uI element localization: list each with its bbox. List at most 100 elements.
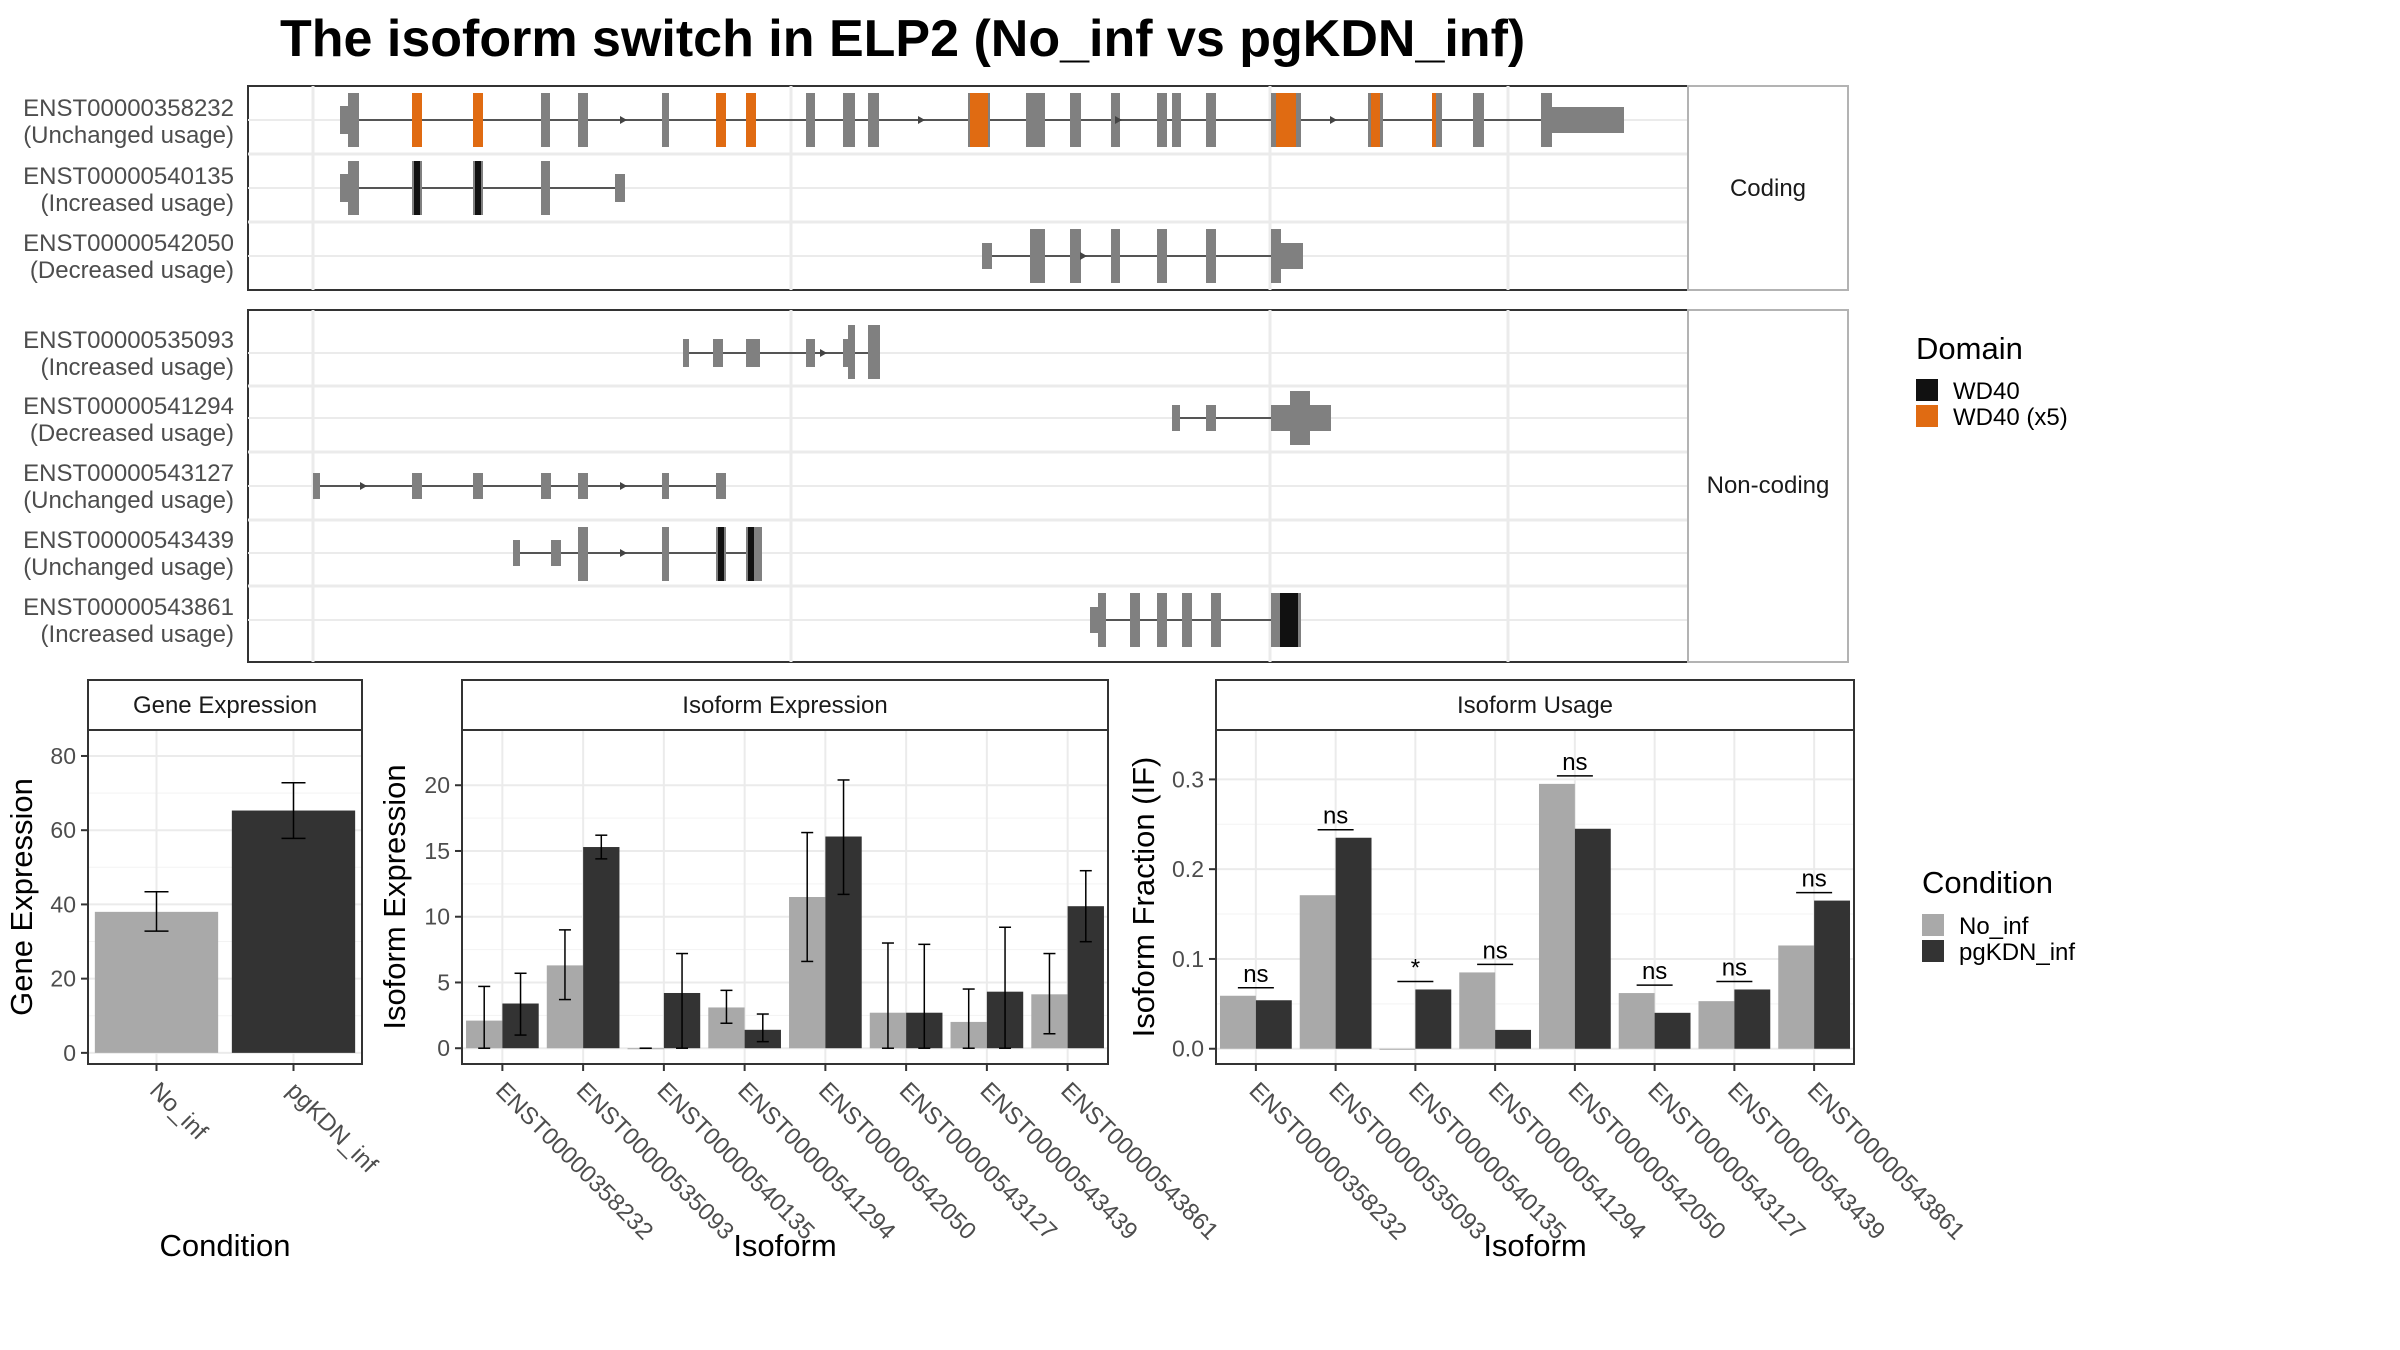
transcript-id-label: ENST00000543127 [23,460,234,487]
x-tick-label: ENST00000358232 [1244,1077,1412,1245]
x-tick-label: ENST00000542050 [1563,1077,1731,1245]
significance-label: ns [1722,954,1747,981]
y-tick-label: 0.1 [1172,946,1204,972]
transcript-543861 [1090,593,1301,647]
transcript-usage-label: (Increased usage) [41,621,234,648]
transcript-358232 [340,93,1624,147]
transcript-541294 [1172,391,1331,445]
x-tick-label: ENST00000540135 [1403,1077,1571,1245]
bar-no-inf [1618,993,1655,1049]
transcript-usage-label: (Unchanged usage) [23,554,234,581]
bar-no-inf [1459,972,1496,1049]
transcript-543127 [313,473,726,499]
transcript-id-label: ENST00000358232 [23,95,234,122]
transcript-labels: ENST00000358232 (Unchanged usage) ENST00… [23,95,234,648]
x-tick-label: ENST00000541294 [732,1077,900,1245]
transcript-id-label: ENST00000540135 [23,163,234,190]
x-tick-label: ENST00000543861 [1055,1077,1223,1245]
transcript-id-label: ENST00000543861 [23,594,234,621]
significance-label: ns [1562,749,1587,776]
significance-label: ns [1482,937,1507,964]
x-tick-label: ENST00000543861 [1802,1077,1970,1245]
bar-no-inf [1778,945,1815,1049]
y-tick-label: 5 [437,969,450,995]
legend-swatch-no-inf [1922,914,1944,936]
x-tick-label: pgKDN_inf [281,1077,382,1178]
legend-label-pgkdn-inf: pgKDN_inf [1959,939,2075,966]
y-tick-label: 0.0 [1172,1036,1204,1062]
panel-strip-title: Gene Expression [133,692,317,719]
bar-pgkdn-inf [1734,989,1771,1049]
x-tick-label: ENST00000540135 [652,1077,820,1245]
bar-no-inf [1299,895,1336,1049]
condition-legend: Condition No_inf pgKDN_inf [1922,865,2075,966]
significance-label: * [1411,954,1420,981]
transcript-id-label: ENST00000543439 [23,527,234,554]
y-tick-label: 10 [424,904,450,930]
transcript-usage-label: (Unchanged usage) [23,487,234,514]
bar-pgkdn-inf [1814,900,1851,1049]
bar-no-inf [94,911,219,1053]
bar-pgkdn-inf [1415,989,1452,1049]
x-tick-label: ENST00000541294 [1483,1077,1651,1245]
domain-legend: Domain WD40 WD40 (x5) [1916,331,2068,431]
x-axis-title: Isoform [1483,1228,1586,1263]
transcript-usage-label: (Decreased usage) [30,257,234,284]
legend-swatch-wd40 [1916,379,1938,401]
panel-strip [1215,679,1855,731]
x-tick-label: ENST00000543439 [975,1077,1143,1245]
y-tick-label: 0 [437,1035,450,1061]
bar-no-inf [1379,1048,1416,1050]
gene-expression-panel: Gene Expression 0 20 40 60 80 No_inf pgKDN_inf C… [4,679,383,1263]
plot-border [87,729,363,1065]
bar-no-inf [1698,1001,1735,1049]
x-tick-label: ENST00000535093 [1323,1077,1491,1245]
isoform-usage-panel: Isoform Usage ns ns * ns ns ns ns ns 0.0 0.1 0.2 0.3… [1126,679,1970,1263]
legend-swatch-pgkdn-inf [1922,940,1944,962]
y-axis-title: Isoform Fraction (IF) [1126,757,1161,1038]
isoform-expression-panel: Isoform Expression 0 5 10 15 20 ENST0000035823… [377,679,1224,1263]
panel-strip [87,679,363,731]
transcript-id-label: ENST00000541294 [23,393,234,420]
y-tick-label: 60 [50,817,76,843]
bar-pgkdn-inf [231,810,356,1053]
transcript-535093 [683,325,880,379]
y-axis-title: Gene Expression [4,778,39,1016]
noncoding-strip-label: Non-coding [1707,472,1830,499]
y-tick-label: 20 [424,772,450,798]
structure-panel-coding: Coding [247,85,1849,291]
x-tick-label: ENST00000358232 [490,1077,658,1245]
y-tick-label: 0.2 [1172,856,1204,882]
legend-label-no-inf: No_inf [1959,913,2029,940]
bar-no-inf [1219,995,1256,1049]
figure-title: The isoform switch in ELP2 (No_inf vs pg… [280,10,1525,68]
x-tick-label: ENST00000543127 [1642,1077,1810,1245]
transcript-id-label: ENST00000535093 [23,327,234,354]
bar-pgkdn-inf [1654,1012,1691,1049]
bar-pgkdn-inf [1335,837,1372,1049]
y-tick-label: 20 [50,966,76,992]
x-axis-title: Isoform [733,1228,836,1263]
y-axis-title: Isoform Expression [377,764,412,1029]
noncoding-strip [1687,309,1849,663]
coding-strip [1687,85,1849,291]
x-tick-label: ENST00000543127 [894,1077,1062,1245]
y-tick-label: 40 [50,891,76,917]
significance-label: ns [1243,961,1268,988]
coding-strip-label: Coding [1730,175,1806,202]
condition-legend-title: Condition [1922,865,2053,900]
y-tick-label: 80 [50,743,76,769]
y-tick-label: 15 [424,838,450,864]
transcript-usage-label: (Unchanged usage) [23,122,234,149]
transcript-usage-label: (Increased usage) [41,354,234,381]
transcript-540135 [340,161,625,215]
significance-label: ns [1642,958,1667,985]
transcript-543439 [513,527,762,581]
transcript-id-label: ENST00000542050 [23,230,234,257]
bar-pgkdn-inf [583,847,620,1049]
x-tick-label: ENST00000543439 [1722,1077,1890,1245]
domain-legend-title: Domain [1916,331,2023,366]
bar-pgkdn-inf [1574,828,1611,1049]
significance-label: ns [1801,866,1826,893]
